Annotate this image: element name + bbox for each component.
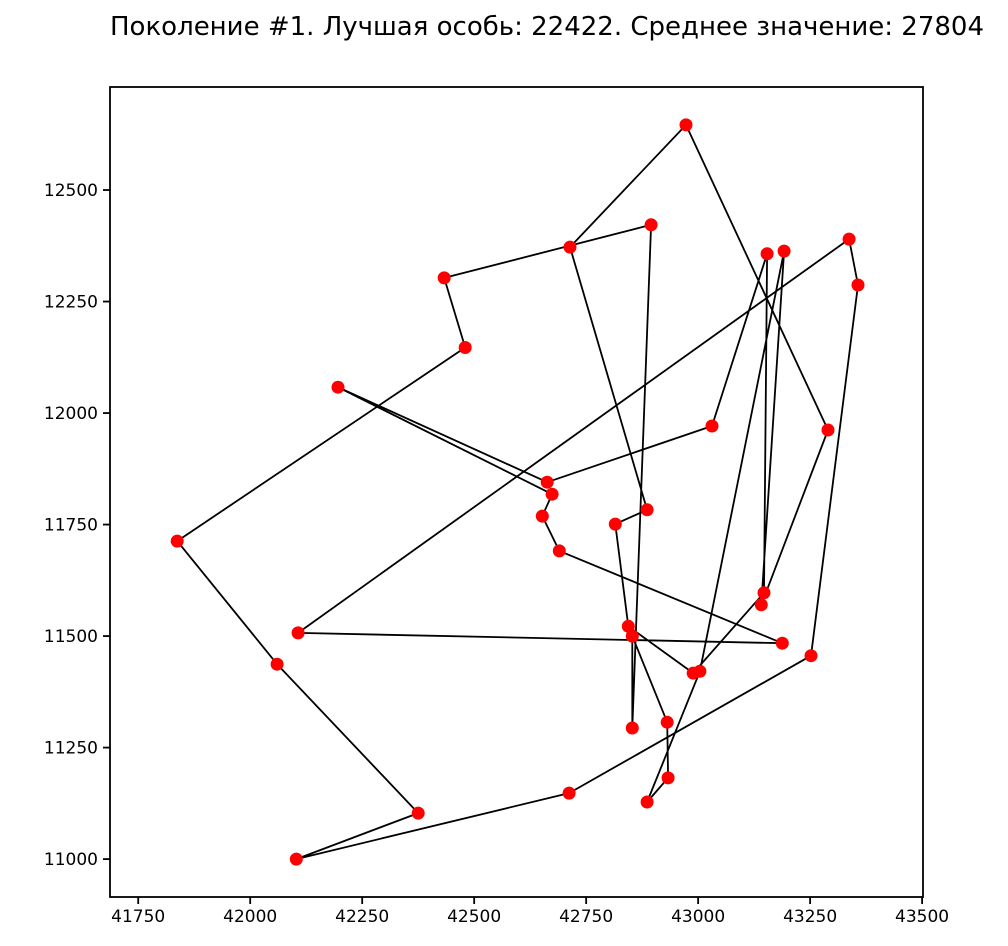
- city-data-point: [757, 586, 771, 600]
- city-data-point: [621, 619, 635, 633]
- city-data-point: [842, 232, 856, 246]
- x-axis-tick-label: 43000: [671, 907, 725, 927]
- city-data-point: [625, 629, 639, 643]
- city-data-point: [821, 423, 835, 437]
- city-data-point: [661, 771, 675, 785]
- x-axis-tick-label: 43500: [895, 907, 949, 927]
- city-data-point: [562, 786, 576, 800]
- y-axis-tick-label: 11500: [44, 627, 98, 647]
- y-axis-tick-label: 11250: [44, 739, 98, 759]
- x-axis-tick-label: 42250: [335, 907, 389, 927]
- y-axis-tick-label: 11000: [44, 850, 98, 870]
- city-data-point: [640, 503, 654, 517]
- city-data-point: [754, 598, 768, 612]
- city-data-point: [705, 419, 719, 433]
- city-data-point: [291, 626, 305, 640]
- x-axis-tick-label: 43250: [783, 907, 837, 927]
- city-data-point: [458, 341, 472, 354]
- city-data-point: [535, 509, 549, 523]
- city-data-point: [851, 278, 865, 292]
- chart-title: Поколение #1. Лучшая особь: 22422. Средн…: [110, 12, 984, 42]
- city-data-point: [331, 380, 345, 394]
- city-data-point: [777, 244, 791, 258]
- city-data-point: [660, 715, 674, 729]
- x-axis-tick-label: 41750: [111, 907, 165, 927]
- city-data-point: [804, 649, 818, 663]
- city-data-point: [775, 636, 789, 650]
- city-data-point: [540, 475, 554, 489]
- city-data-point: [625, 721, 639, 735]
- city-data-point: [693, 664, 707, 678]
- city-data-point: [270, 657, 284, 671]
- x-axis-tick-label: 42750: [559, 907, 613, 927]
- y-axis-tick-label: 12000: [44, 404, 98, 424]
- tour-path: [176, 124, 859, 860]
- city-data-point: [644, 218, 658, 232]
- city-data-point: [760, 247, 774, 261]
- city-data-point: [170, 534, 184, 548]
- city-data-point: [640, 795, 654, 809]
- y-axis-tick-label: 12250: [44, 293, 98, 313]
- city-data-point: [679, 118, 693, 132]
- city-data-point: [437, 271, 451, 285]
- y-axis-tick-label: 11750: [44, 516, 98, 536]
- city-data-point: [411, 806, 425, 820]
- axes-spines: [109, 86, 924, 898]
- x-axis-tick-label: 42500: [447, 907, 501, 927]
- y-axis-tick-label: 12500: [44, 181, 98, 201]
- city-data-point: [608, 517, 622, 531]
- city-data-point: [552, 544, 566, 558]
- city-data-point: [545, 487, 559, 501]
- city-data-point: [563, 240, 577, 254]
- x-axis-tick-label: 42000: [223, 907, 277, 927]
- city-data-point: [289, 852, 303, 866]
